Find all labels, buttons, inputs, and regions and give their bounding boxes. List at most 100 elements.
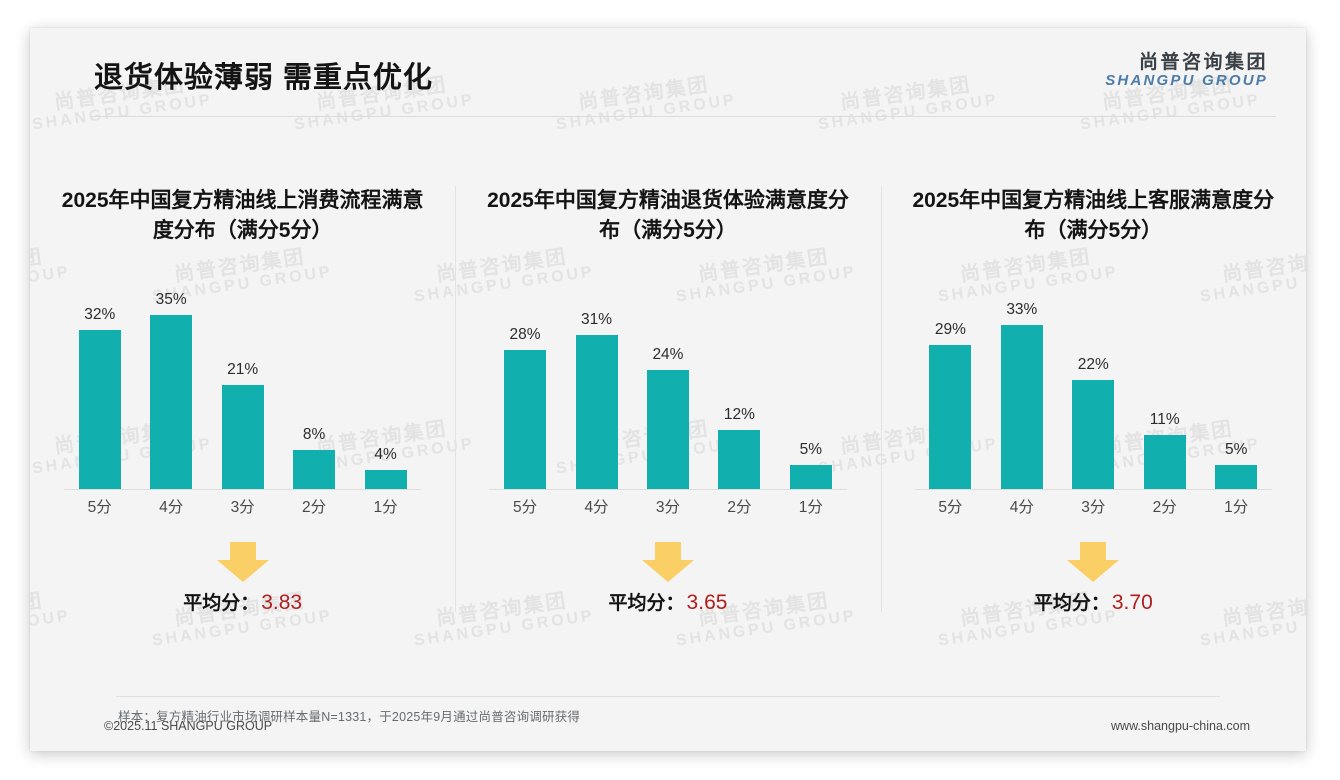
x-axis-tick-label: 4分	[1009, 498, 1034, 516]
company-logo: 尚普咨询集团 SHANGPU GROUP	[1105, 52, 1268, 90]
bar-value-label: 5%	[799, 440, 823, 458]
average-score-label: 平均分：	[608, 592, 685, 614]
x-axis-line	[64, 488, 422, 490]
chart-title: 2025年中国复方精油退货体验满意度分布（满分5分）	[487, 189, 849, 242]
slide-card: 尚普咨询集团 SHANGPU GROUP 尚普咨询集团 SHANGPU GROUP 尚普…	[30, 28, 1306, 751]
average-score-block: 平均分：3.83	[42, 541, 443, 640]
bar-value-label: 29%	[934, 320, 966, 338]
bar-column[interactable]: 5%	[1206, 290, 1267, 490]
bar-value-label: 4%	[374, 445, 397, 463]
bar[interactable]	[78, 329, 121, 490]
bar[interactable]	[575, 334, 618, 490]
panel-divider	[880, 186, 882, 612]
bar-column[interactable]: 31%	[566, 290, 627, 490]
x-axis-tick-label: 1分	[798, 498, 823, 516]
bar-value-label: 31%	[580, 310, 613, 328]
x-axis-tick-label: 5分	[512, 498, 538, 516]
page-title: 退货体验薄弱 需重点优化	[94, 62, 434, 94]
arrow-stem	[229, 541, 256, 561]
x-axis-labels: 5分 4分 3分 2分 1分	[915, 492, 1272, 520]
bar-group: 32% 35% 21% 8% 4%	[64, 290, 421, 490]
chart-panel-3: 2025年中国复方精油线上客服满意度分布（满分5分） 29% 33% 22% 11% 5%…	[880, 140, 1306, 668]
down-arrow-icon	[216, 541, 269, 582]
bar[interactable]	[293, 449, 336, 490]
arrow-head	[1067, 559, 1120, 582]
x-axis-tick-label: 2分	[1152, 498, 1177, 516]
bar-value-label: 33%	[1006, 300, 1038, 318]
x-axis-tick-label: 2分	[302, 498, 327, 516]
bar-column[interactable]: 33%	[991, 290, 1052, 490]
bar[interactable]	[221, 384, 264, 490]
footnote-divider	[116, 696, 1220, 697]
bar-column[interactable]: 32%	[69, 290, 130, 490]
bar-column[interactable]: 24%	[638, 290, 699, 490]
x-axis-tick-label: 5分	[87, 498, 112, 516]
average-score-value: 3.65	[686, 590, 728, 614]
chart-title: 2025年中国复方精油线上客服满意度分布（满分5分）	[912, 189, 1275, 242]
x-axis-tick-label: 1分	[1224, 498, 1249, 516]
chart-panel-2: 2025年中国复方精油退货体验满意度分布（满分5分） 28% 31% 24% 12% 5%…	[455, 140, 880, 668]
bar-column[interactable]: 22%	[1063, 290, 1124, 490]
average-score-block: 平均分：3.65	[467, 541, 868, 640]
bar-value-label: 35%	[155, 290, 187, 308]
bar[interactable]	[1072, 379, 1115, 490]
x-axis-tick-label: 4分	[159, 498, 184, 516]
average-score-label: 平均分：	[183, 592, 260, 614]
bar-group: 28% 31% 24% 12% 5%	[489, 290, 846, 490]
x-axis-tick-label: 5分	[938, 498, 963, 516]
arrow-head	[216, 559, 269, 582]
x-axis-tick-label: 3分	[230, 498, 255, 516]
x-axis-tick-label: 3分	[1081, 498, 1106, 516]
bar-column[interactable]: 28%	[495, 290, 556, 490]
bar-value-label: 24%	[652, 345, 684, 363]
x-axis-line	[914, 488, 1272, 490]
x-axis-tick-label: 2分	[727, 498, 752, 516]
average-score-block: 平均分：3.70	[893, 541, 1294, 640]
bar-value-label: 22%	[1077, 355, 1109, 373]
bar[interactable]	[929, 344, 972, 490]
bar[interactable]	[1143, 434, 1186, 490]
arrow-stem	[654, 541, 681, 561]
bar[interactable]	[150, 314, 193, 490]
average-score-label: 平均分：	[1033, 592, 1110, 614]
bar-column[interactable]: 21%	[212, 290, 273, 490]
bar[interactable]	[1000, 324, 1043, 490]
average-score-value: 3.83	[261, 590, 303, 614]
down-arrow-icon	[641, 541, 694, 582]
sample-footnote: 样本：复方精油行业市场调研样本量N=1331，于2025年9月通过尚普咨询调研获…	[118, 710, 581, 724]
bar-value-label: 21%	[227, 360, 259, 378]
bar[interactable]	[646, 369, 689, 490]
x-axis-labels: 5分 4分 3分 2分 1分	[64, 492, 421, 520]
bar-value-label: 8%	[302, 425, 326, 443]
bar-column[interactable]: 4%	[355, 290, 416, 490]
slide-header: 退货体验薄弱 需重点优化 尚普咨询集团 SHANGPU GROUP	[30, 28, 1306, 120]
x-axis-line	[489, 488, 847, 490]
bar[interactable]	[364, 469, 407, 490]
bar[interactable]	[789, 464, 832, 490]
x-axis-labels: 5分 4分 3分 2分 1分	[489, 492, 846, 520]
bar-column[interactable]: 8%	[284, 290, 345, 490]
bar-value-label: 12%	[723, 405, 755, 423]
bar-value-label: 28%	[509, 325, 541, 343]
bar-column[interactable]: 5%	[781, 290, 842, 490]
bar-column[interactable]: 35%	[141, 290, 202, 490]
bar-column[interactable]: 11%	[1134, 290, 1195, 490]
x-axis-tick-label: 4分	[584, 498, 609, 516]
bar-value-label: 11%	[1149, 410, 1180, 428]
footer-website[interactable]: www.shangpu-china.com	[1111, 719, 1250, 733]
bar[interactable]	[718, 429, 761, 490]
bar-value-label: 5%	[1224, 440, 1248, 458]
down-arrow-icon	[1067, 541, 1120, 582]
bar[interactable]	[1215, 464, 1258, 490]
charts-container: 2025年中国复方精油线上消费流程满意度分布（满分5分） 32% 35% 21% 8% 4…	[30, 140, 1306, 668]
bar-column[interactable]: 29%	[920, 290, 981, 490]
average-score-text: 平均分：3.70	[1034, 588, 1153, 615]
x-axis-tick-label: 1分	[373, 498, 398, 516]
header-divider	[92, 116, 1276, 117]
bar-column[interactable]: 12%	[709, 290, 770, 490]
logo-chinese-name: 尚普咨询集团	[1138, 52, 1268, 73]
bar[interactable]	[504, 349, 547, 490]
logo-english-name: SHANGPU GROUP	[1105, 72, 1268, 90]
bar-group: 29% 33% 22% 11% 5%	[915, 290, 1272, 490]
footer-copyright: ©2025.11 SHANGPU GROUP	[104, 719, 273, 733]
